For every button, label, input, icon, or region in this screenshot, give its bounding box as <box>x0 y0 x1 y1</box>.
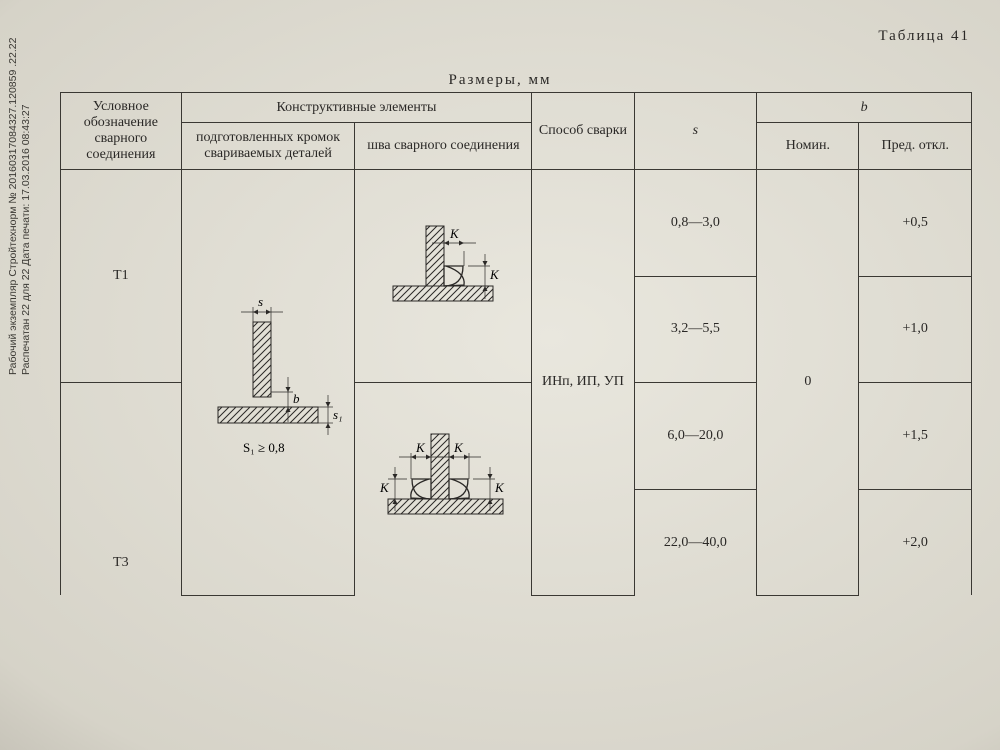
otkl-cell: +1,0 <box>859 276 972 383</box>
col-header-construct: Конструктивные элементы <box>181 93 532 123</box>
svg-text:K: K <box>415 440 426 455</box>
svg-text:s: s <box>258 294 263 309</box>
method-cell: ИНп, ИП, УП <box>532 170 634 596</box>
designation-t1: Т1 <box>61 170 182 383</box>
s-cell: 3,2—5,5 <box>634 276 757 383</box>
svg-text:K: K <box>453 440 464 455</box>
spec-table: Условное обозначение сварного соединения… <box>60 92 972 596</box>
s-cell: 6,0—20,0 <box>634 383 757 490</box>
col-header-method: Способ сварки <box>532 93 634 170</box>
col-header-construct2: шва сварного соединения <box>355 123 532 170</box>
diagram-prep: s b s₁ S₁ ≥ 0,8 <box>181 170 355 596</box>
otkl-cell: +1,5 <box>859 383 972 490</box>
print-metadata: Рабочий экземпляр Стройтехнорм № 2016031… <box>7 38 33 375</box>
s-cell: 0,8—3,0 <box>634 170 757 277</box>
svg-text:S₁ ≥ 0,8: S₁ ≥ 0,8 <box>243 440 285 455</box>
svg-text:K: K <box>379 480 390 495</box>
col-header-otkl: Пред. откл. <box>859 123 972 170</box>
svg-text:K: K <box>494 480 505 495</box>
table-row: Т1 <box>61 170 972 277</box>
svg-text:s₁: s₁ <box>333 407 343 422</box>
svg-text:K: K <box>489 267 500 282</box>
weld2-svg: K K K <box>363 419 523 559</box>
table-number: Таблица 41 <box>878 28 970 45</box>
table-caption: Размеры, мм <box>449 72 552 89</box>
otkl-cell: +0,5 <box>859 170 972 277</box>
diagram-weld-2: K K K <box>355 383 532 596</box>
col-header-nomin: Номин. <box>757 123 859 170</box>
col-header-s: s <box>634 93 757 170</box>
designation-t3: Т3 <box>61 383 182 596</box>
weld1-svg: K K <box>368 211 518 341</box>
otkl-cell: +2,0 <box>859 490 972 595</box>
col-header-designation: Условное обозначение сварного соединения <box>61 93 182 170</box>
svg-text:K: K <box>449 226 460 241</box>
document-page: Таблица 41 Размеры, мм Рабочий экземпляр… <box>0 0 1000 750</box>
col-header-b: b <box>757 93 972 123</box>
prep-svg: s b s₁ S₁ ≥ 0,8 <box>193 282 343 482</box>
svg-text:b: b <box>293 391 300 406</box>
col-header-construct1: подготовленных кромок свариваемых детале… <box>181 123 355 170</box>
s-cell: 22,0—40,0 <box>634 490 757 595</box>
nomin-cell: 0 <box>757 170 859 596</box>
diagram-weld-1: K K <box>355 170 532 383</box>
